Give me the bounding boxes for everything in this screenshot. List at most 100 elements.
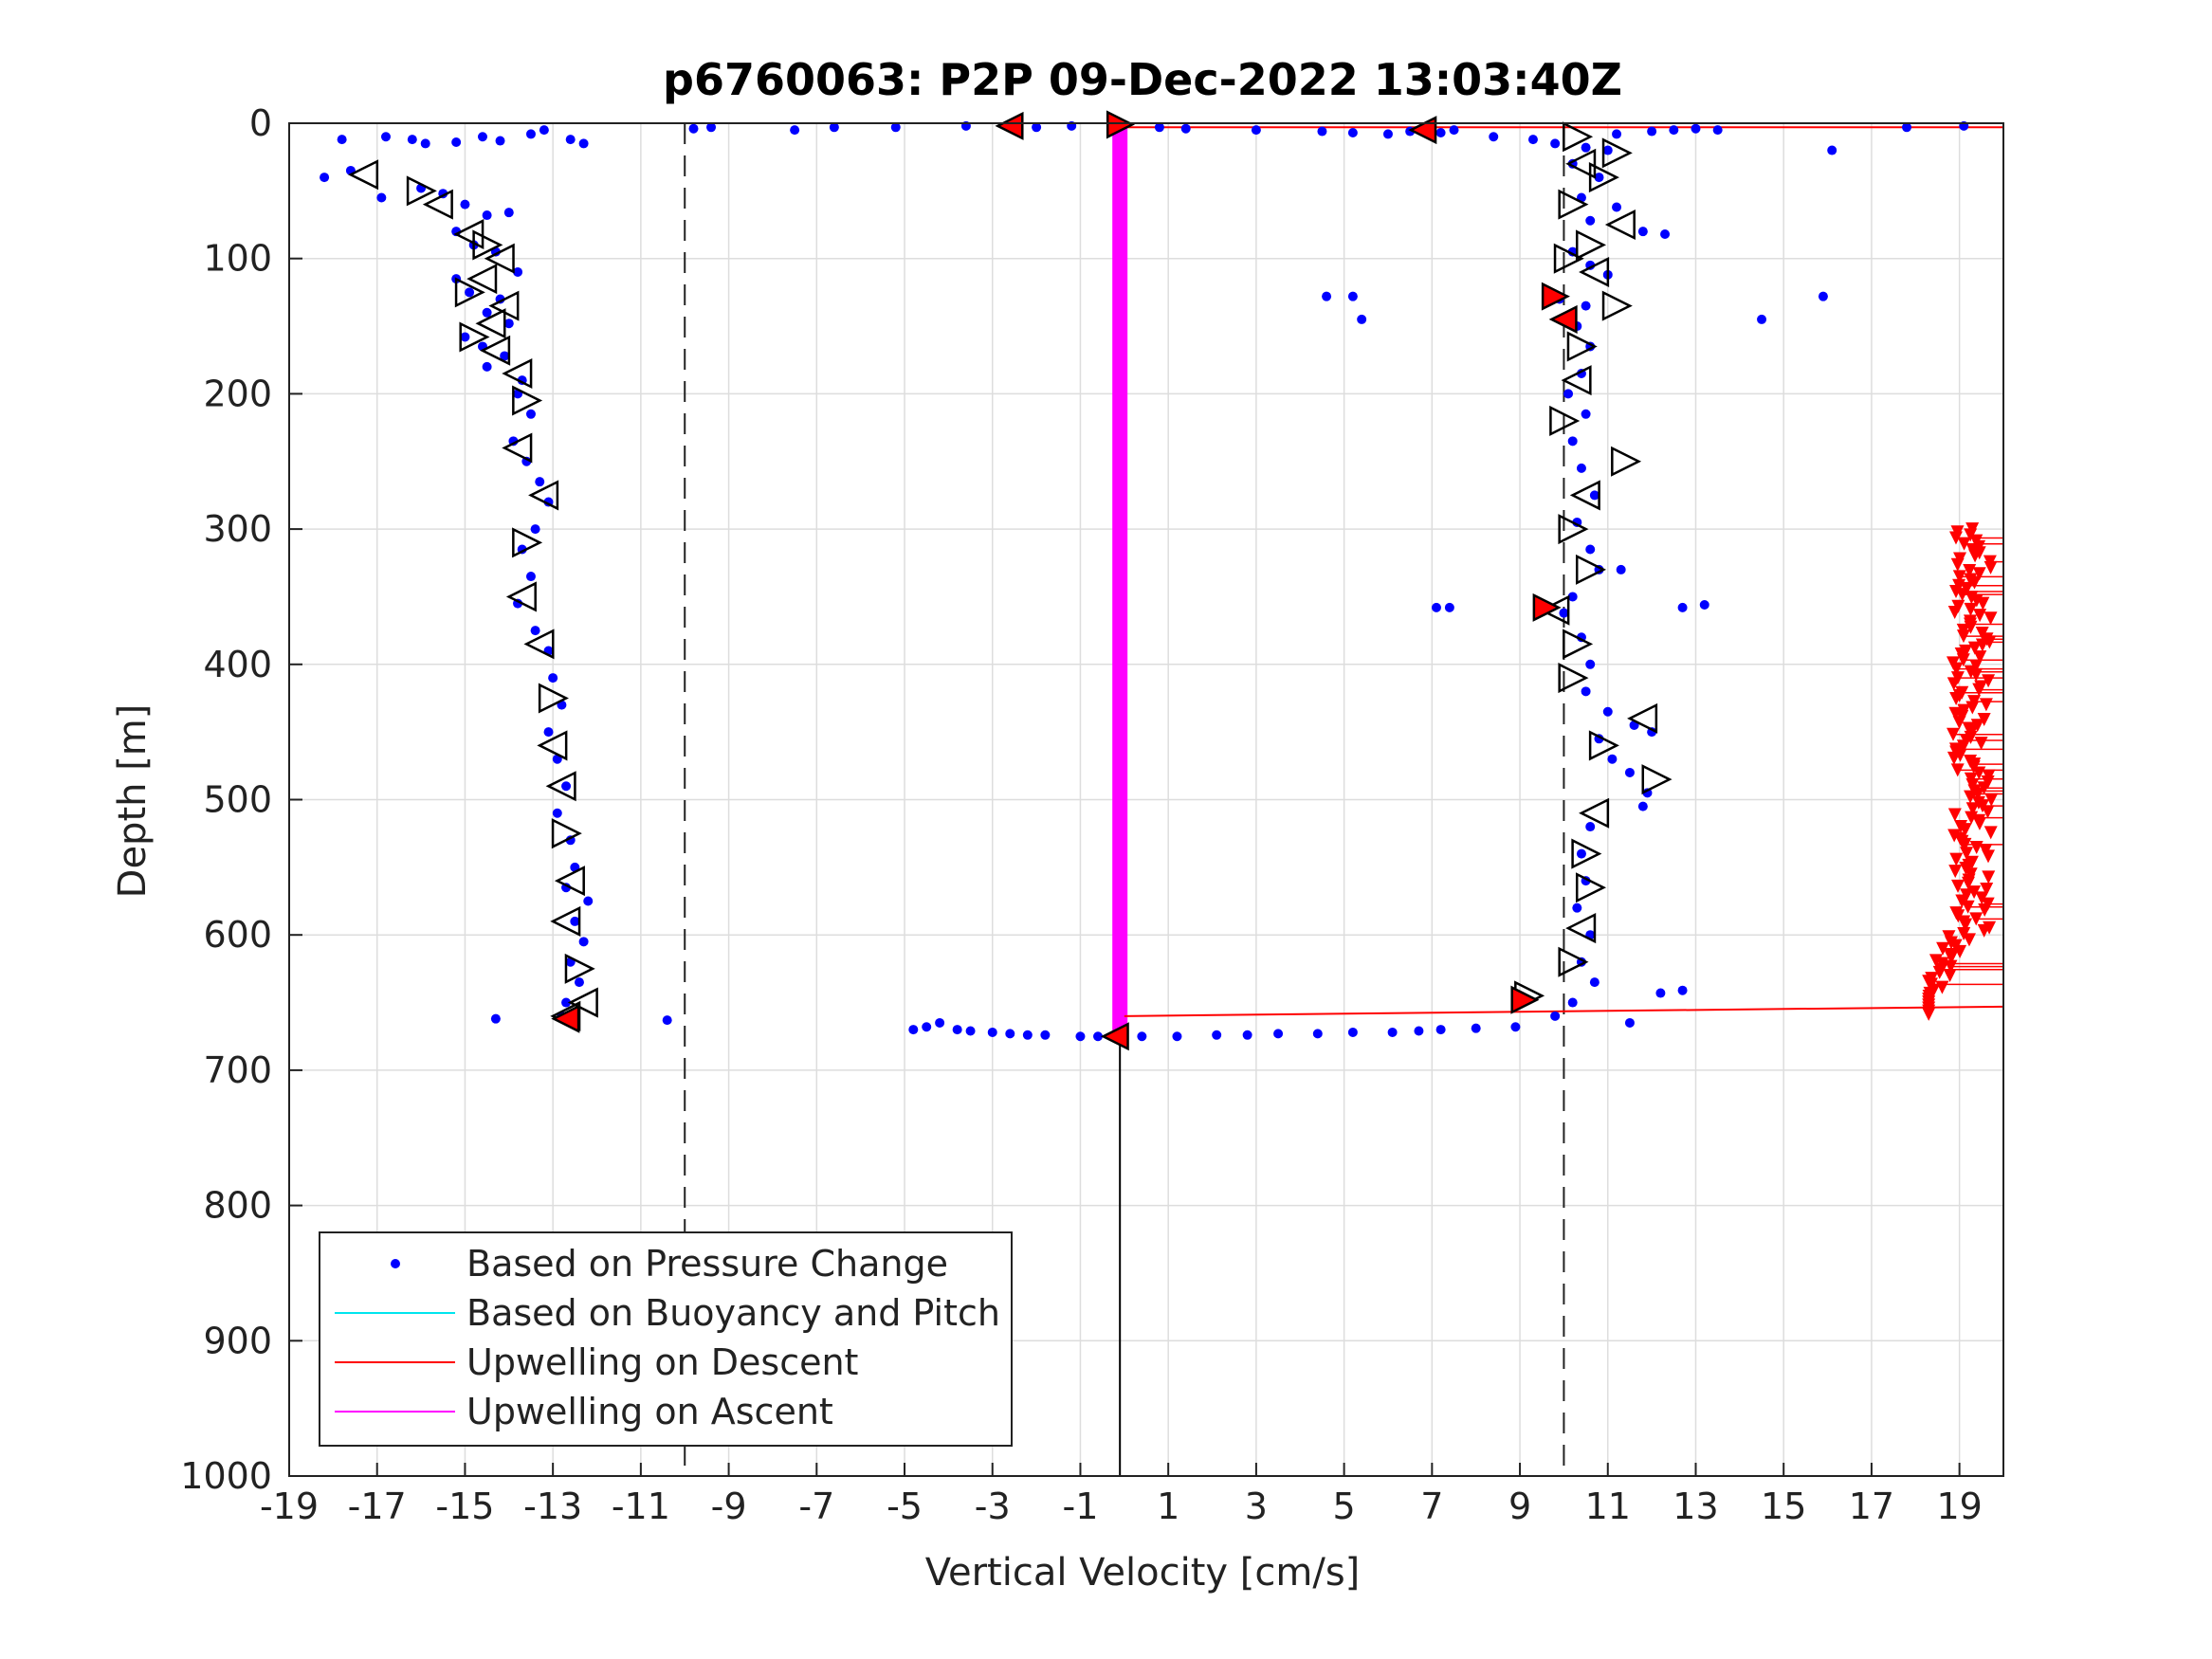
red-marker [1548, 304, 1578, 334]
data-point [1154, 122, 1164, 133]
red-marker [995, 111, 1024, 140]
x-tick-label: -19 [260, 1486, 319, 1527]
data-point [1677, 985, 1688, 995]
data-point [525, 572, 536, 582]
descent-upwelling-marker [1950, 879, 1965, 893]
data-point [1242, 1030, 1252, 1040]
data-point [1032, 122, 1042, 133]
x-tick-label: 7 [1420, 1486, 1443, 1527]
legend-label: Upwelling on Ascent [466, 1391, 833, 1432]
legend-swatch [391, 1259, 400, 1268]
data-point [1757, 314, 1767, 324]
data-point [477, 132, 487, 142]
data-point [420, 138, 430, 149]
data-point [1637, 801, 1648, 811]
data-point [513, 266, 523, 277]
data-point [1317, 126, 1327, 137]
data-point [1550, 1011, 1561, 1021]
triangle-marker [1627, 702, 1658, 734]
data-point [548, 673, 558, 684]
data-point [1550, 138, 1561, 149]
data-point [662, 1015, 672, 1026]
triangle-marker [1565, 148, 1597, 179]
triangle-marker [1604, 210, 1636, 241]
data-point [1660, 229, 1671, 240]
data-point [578, 138, 589, 149]
descent-upwelling-marker [1968, 549, 1983, 563]
descent-upwelling-marker [1947, 677, 1961, 691]
triangle-marker [466, 264, 498, 295]
data-point [552, 808, 562, 818]
data-point [561, 781, 572, 792]
descent-upwelling-marker [1947, 808, 1962, 822]
descent-upwelling-marker [1948, 865, 1963, 879]
data-point [1567, 592, 1578, 602]
descent-upwelling-marker [1974, 737, 1988, 751]
triangle-marker [502, 357, 533, 390]
triangle-marker [512, 385, 543, 416]
triangle-marker [528, 480, 559, 511]
data-point [1607, 754, 1618, 764]
red-marker [1408, 116, 1437, 145]
descent-upwelling-marker [1949, 852, 1964, 866]
descent-upwelling-marker [1922, 1007, 1936, 1021]
red-marker [1106, 110, 1135, 139]
descent-upwelling-marker [1972, 816, 1986, 830]
data-point [543, 727, 554, 738]
x-tick-label: 1 [1157, 1486, 1179, 1527]
data-point [1827, 145, 1837, 155]
descent-upwelling-marker [1961, 876, 1975, 890]
descent-upwelling-marker [1949, 692, 1964, 706]
x-tick-label: 9 [1508, 1486, 1531, 1527]
triangle-marker [1566, 331, 1598, 362]
y-tick-label: 300 [203, 508, 272, 550]
descent-upwelling-marker [1962, 933, 1976, 947]
data-point [565, 135, 576, 145]
y-tick-label: 100 [203, 238, 272, 280]
descent-upwelling-marker [1982, 870, 1996, 884]
data-point [1489, 132, 1499, 142]
data-point [570, 916, 580, 926]
triangle-marker [1549, 405, 1581, 436]
data-point [1581, 142, 1591, 153]
data-point [320, 173, 330, 183]
triangle-marker [1539, 594, 1570, 626]
data-point [1382, 129, 1393, 139]
data-point [1172, 1031, 1182, 1042]
data-point [482, 307, 492, 318]
data-point [1563, 389, 1574, 399]
triangle-marker [480, 335, 511, 366]
data-point [1637, 227, 1648, 237]
data-point [1612, 129, 1622, 139]
legend-label: Upwelling on Descent [466, 1341, 858, 1383]
x-tick-label: 13 [1673, 1486, 1718, 1527]
triangle-marker [422, 189, 453, 220]
descent-upwelling-marker [1981, 849, 1995, 864]
triangle-marker [512, 527, 543, 558]
data-point [1581, 301, 1591, 311]
triangle-marker [459, 321, 490, 353]
x-tick-label: -1 [1063, 1486, 1099, 1527]
descent-upwelling-marker [1973, 609, 1987, 623]
data-point [1589, 490, 1600, 501]
data-point [1567, 436, 1578, 447]
data-point [1624, 1017, 1635, 1028]
triangle-marker [1558, 946, 1589, 977]
data-point [1449, 125, 1459, 136]
descent-upwelling-marker [1982, 674, 1996, 688]
descent-upwelling-marker [1958, 823, 1972, 837]
data-point [530, 524, 540, 535]
descent-upwelling-marker [1964, 602, 1978, 616]
descent-upwelling-marker [1936, 941, 1950, 956]
data-point [1075, 1031, 1086, 1042]
data-point [987, 1027, 997, 1037]
axis-ticks: -19 -17 -15 -13 -11 -9 -7 -5 -3 -1 1 3 5 7 9 11 13 15 17 19… [180, 102, 1983, 1527]
triangle-markers [348, 121, 1673, 1031]
x-tick-label: 17 [1849, 1486, 1894, 1527]
triangle-marker [1558, 663, 1589, 694]
y-tick-label: 400 [203, 644, 272, 685]
data-point [525, 129, 536, 139]
data-point [922, 1022, 932, 1032]
triangle-marker [1575, 229, 1607, 261]
data-point [460, 332, 470, 342]
